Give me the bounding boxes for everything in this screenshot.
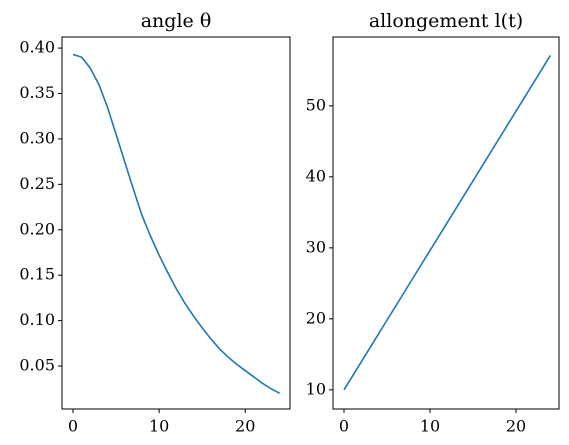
x-tick-label: 0 bbox=[68, 417, 78, 436]
y-tick-label: 40 bbox=[306, 166, 326, 185]
y-tick-label: 0.30 bbox=[19, 128, 55, 147]
x-tick-label: 0 bbox=[339, 417, 349, 436]
x-tick-label: 10 bbox=[420, 417, 440, 436]
y-tick-label: 30 bbox=[306, 237, 326, 256]
y-tick-label: 0.40 bbox=[19, 38, 55, 57]
x-tick-label: 10 bbox=[149, 417, 169, 436]
y-tick-label: 0.15 bbox=[19, 265, 55, 284]
x-tick-label: 20 bbox=[506, 417, 526, 436]
y-tick-label: 10 bbox=[306, 379, 326, 398]
y-tick-label: 0.20 bbox=[19, 219, 55, 238]
data-line bbox=[72, 53, 281, 394]
chart-title: allongement l(t) bbox=[369, 10, 523, 32]
y-tick-label: 20 bbox=[306, 308, 326, 327]
data-line bbox=[343, 55, 552, 391]
y-tick-label: 0.05 bbox=[19, 356, 55, 375]
y-tick-label: 0.10 bbox=[19, 310, 55, 329]
x-tick-label: 20 bbox=[235, 417, 255, 436]
y-tick-label: 0.25 bbox=[19, 174, 55, 193]
axes-frame bbox=[332, 36, 560, 410]
axes-frame bbox=[61, 36, 291, 410]
y-tick-label: 0.35 bbox=[19, 83, 55, 102]
chart-title: angle θ bbox=[141, 10, 212, 32]
y-tick-label: 50 bbox=[306, 95, 326, 114]
